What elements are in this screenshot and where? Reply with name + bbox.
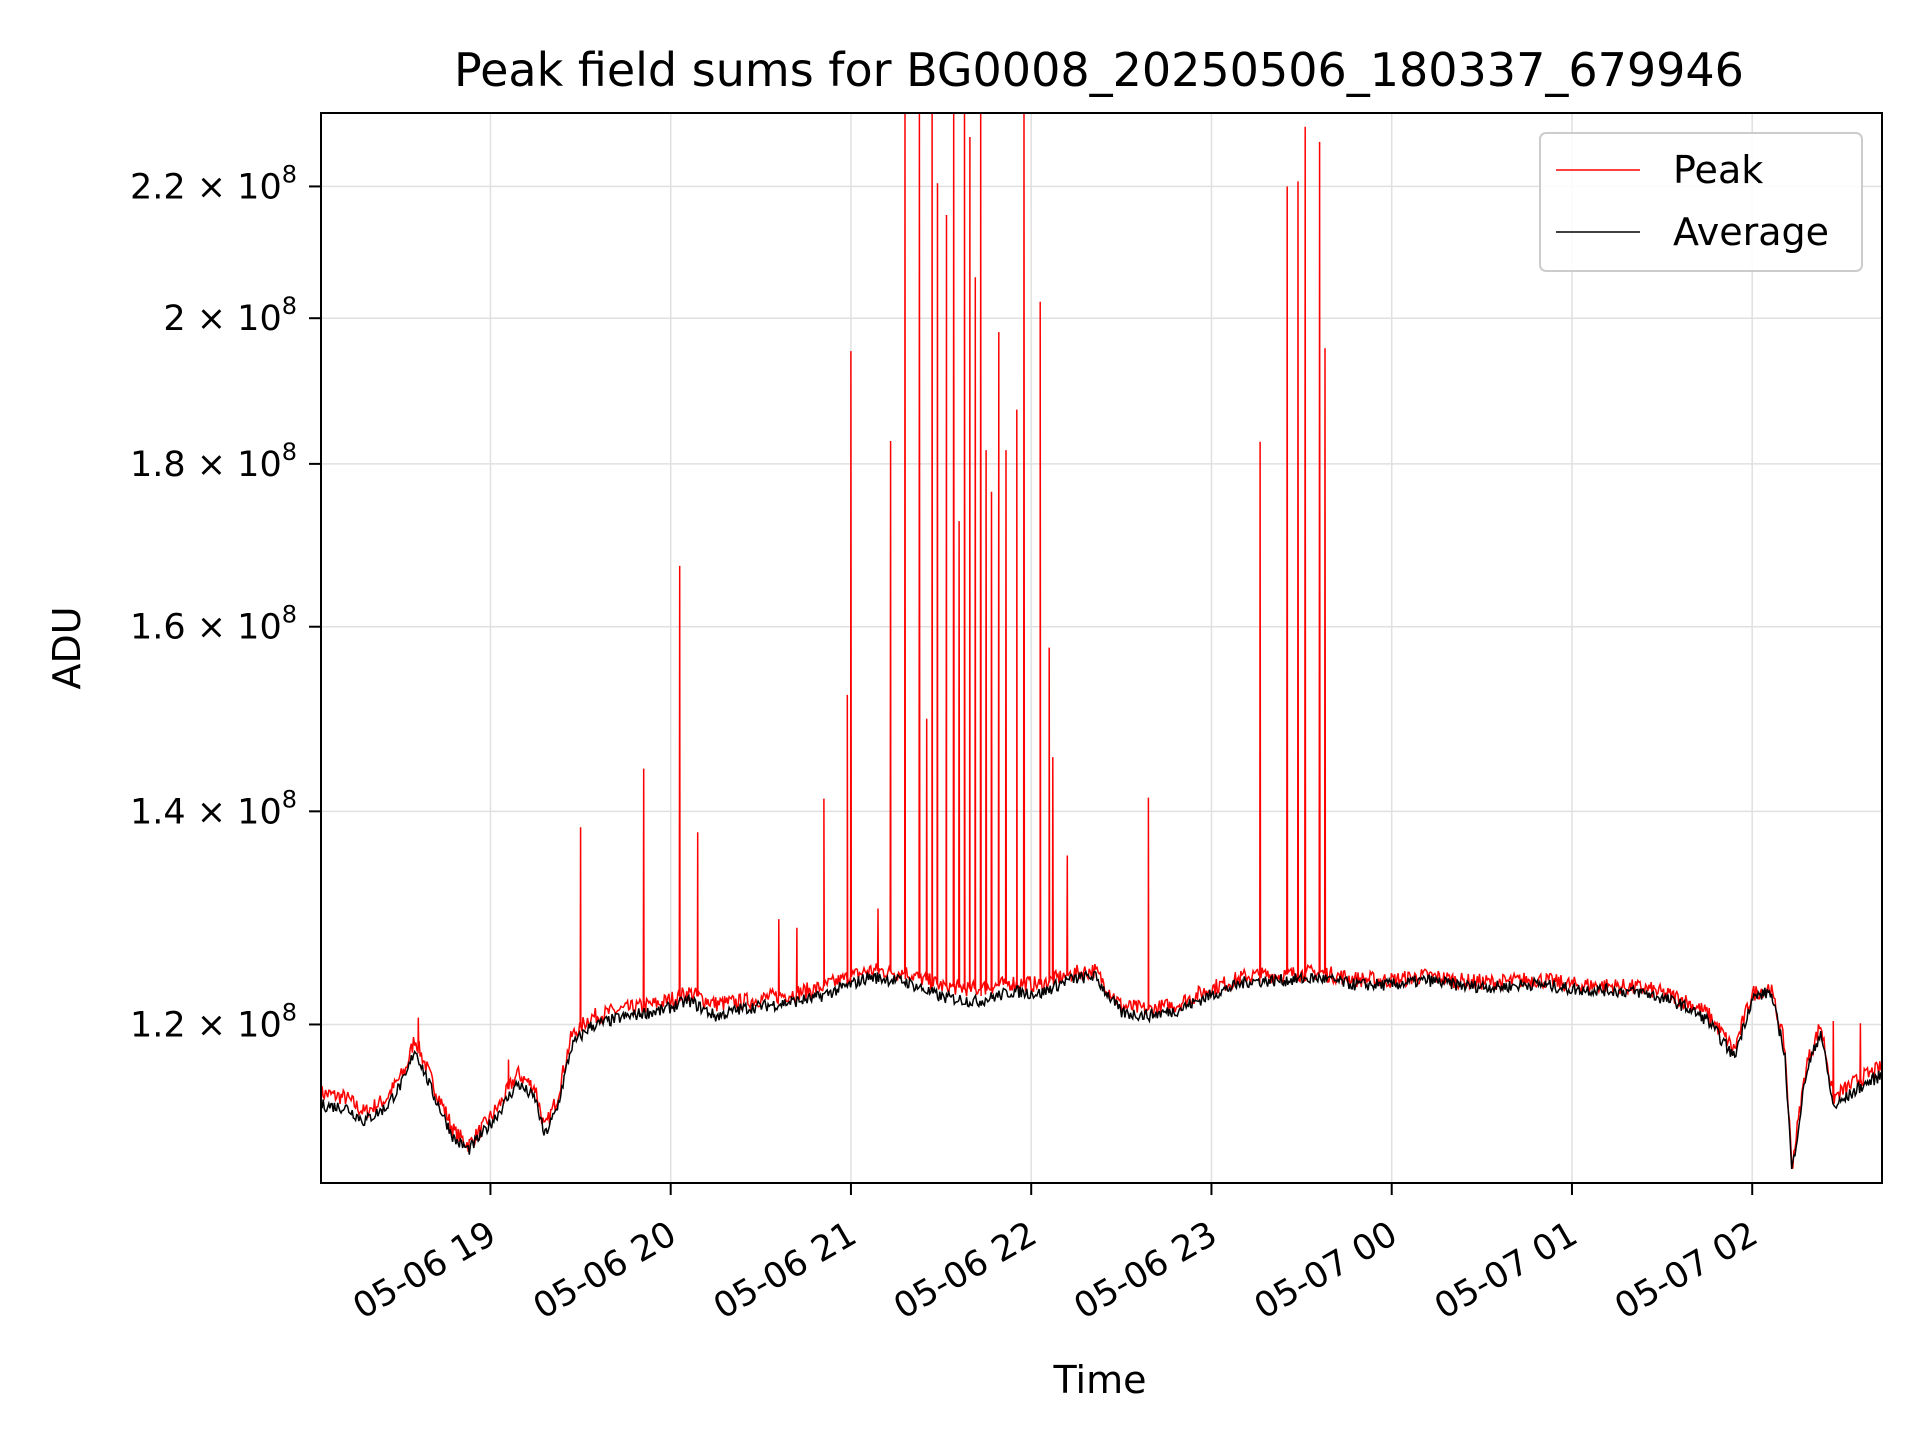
axes-frame (320, 112, 1883, 1184)
y-tick-label: 1.6 × 108 (130, 601, 297, 648)
y-tick-label: 1.2 × 108 (130, 998, 297, 1045)
legend-box (1539, 132, 1863, 272)
legend-label-peak: Peak (1673, 148, 1763, 192)
x-axis-label: Time (1053, 1358, 1147, 1402)
legend-label-average: Average (1673, 210, 1829, 254)
plot-area (321, 113, 1882, 1170)
y-tick-label: 1.8 × 108 (130, 438, 297, 485)
average-series-line (321, 969, 1882, 1170)
y-axis: 1.2 × 108 1.4 × 108 1.6 × 108 1.8 × 108 2 × … (130, 160, 321, 1045)
y-axis-label: ADU (45, 606, 89, 689)
y-tick-label: 1.4 × 108 (130, 785, 297, 832)
y-tick-label: 2 × 108 (163, 292, 297, 339)
legend: Peak Average (1539, 132, 1863, 272)
chart-title: Peak field sums for BG0008_20250506_1803… (454, 43, 1744, 97)
y-tick-label: 2.2 × 108 (130, 160, 297, 207)
